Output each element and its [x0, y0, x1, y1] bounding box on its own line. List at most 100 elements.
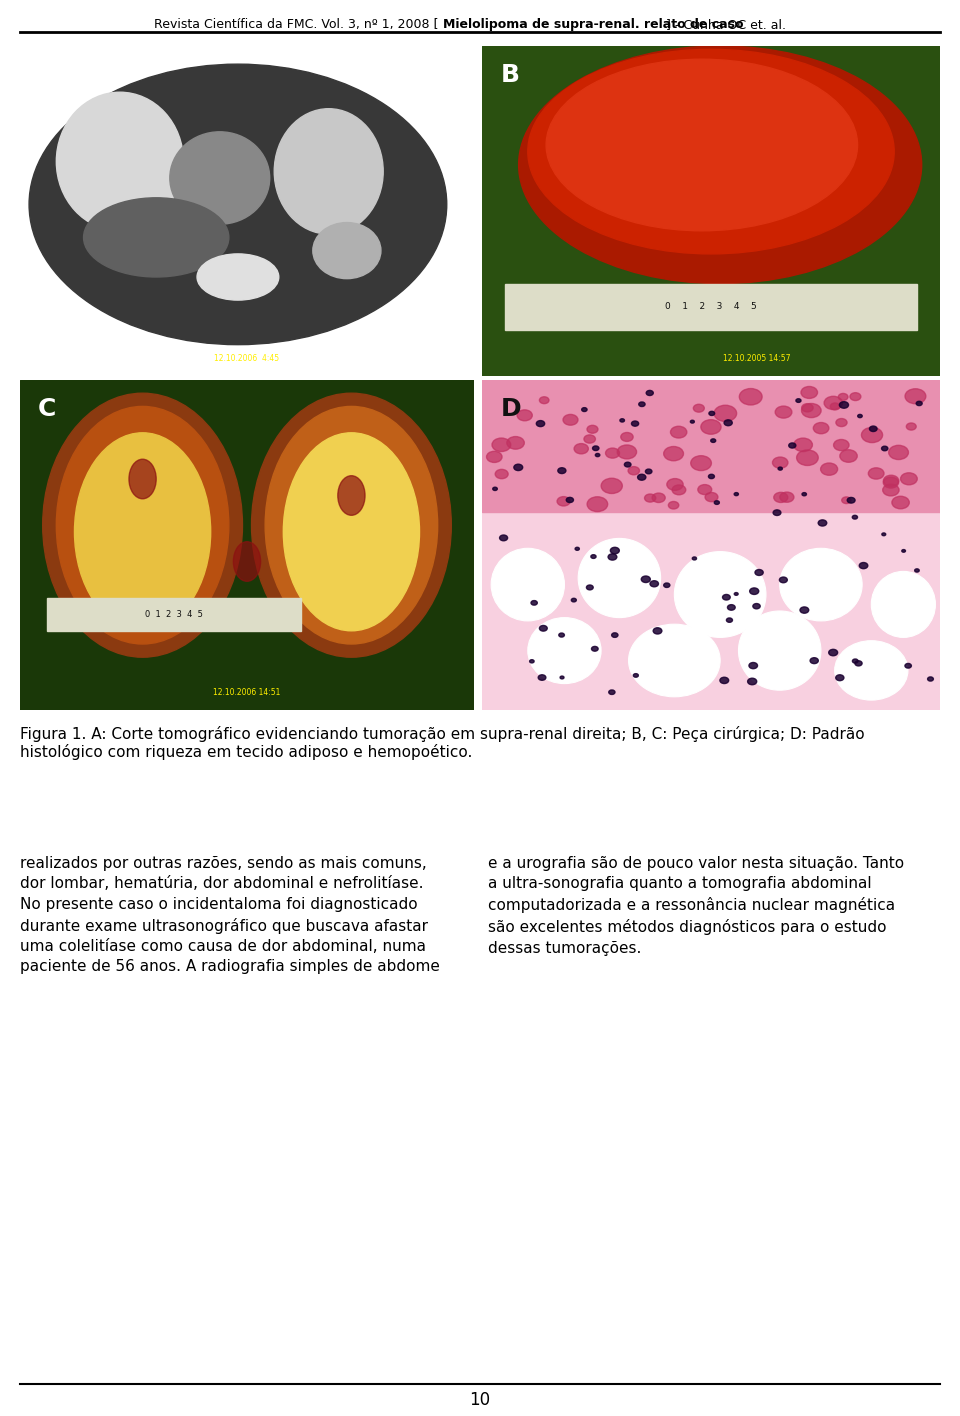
Circle shape	[714, 405, 736, 422]
Text: realizados por outras razões, sendo as mais comuns,
dor lombar, hematúria, dor a: realizados por outras razões, sendo as m…	[20, 857, 440, 974]
Ellipse shape	[57, 406, 228, 644]
Ellipse shape	[170, 132, 270, 224]
Circle shape	[652, 493, 665, 503]
Circle shape	[620, 419, 624, 422]
Circle shape	[668, 501, 679, 508]
Circle shape	[842, 497, 851, 504]
Circle shape	[824, 396, 843, 409]
Circle shape	[559, 633, 564, 637]
Bar	[505, 283, 917, 330]
Circle shape	[859, 562, 868, 569]
Circle shape	[566, 497, 573, 503]
Text: 0    1    2    3    4    5: 0 1 2 3 4 5	[665, 302, 756, 312]
Circle shape	[560, 675, 564, 678]
Circle shape	[575, 547, 579, 551]
Circle shape	[708, 411, 714, 415]
Ellipse shape	[528, 617, 601, 684]
Circle shape	[753, 603, 760, 609]
Ellipse shape	[252, 394, 451, 657]
Circle shape	[624, 462, 631, 467]
Ellipse shape	[283, 433, 420, 630]
Circle shape	[646, 391, 654, 395]
Circle shape	[900, 473, 917, 484]
Circle shape	[609, 690, 615, 694]
Circle shape	[653, 627, 661, 634]
Circle shape	[495, 469, 508, 479]
Circle shape	[634, 674, 638, 677]
Circle shape	[691, 456, 711, 470]
Ellipse shape	[492, 548, 564, 620]
Ellipse shape	[197, 253, 278, 300]
Circle shape	[492, 487, 497, 490]
Circle shape	[723, 595, 731, 600]
Circle shape	[905, 664, 911, 668]
Circle shape	[514, 464, 522, 470]
Circle shape	[728, 605, 735, 610]
Circle shape	[779, 467, 782, 470]
Circle shape	[530, 660, 534, 663]
Circle shape	[796, 399, 801, 402]
Circle shape	[797, 450, 818, 466]
Text: Mielolipoma de supra-renal. relato de caso: Mielolipoma de supra-renal. relato de ca…	[443, 18, 743, 31]
Ellipse shape	[738, 610, 821, 690]
Circle shape	[800, 607, 808, 613]
Circle shape	[889, 445, 908, 460]
Circle shape	[734, 592, 738, 595]
Circle shape	[724, 419, 732, 426]
Circle shape	[638, 402, 645, 406]
Circle shape	[632, 421, 638, 426]
Circle shape	[750, 588, 758, 595]
Circle shape	[667, 479, 684, 490]
Circle shape	[582, 408, 588, 412]
Circle shape	[810, 657, 818, 664]
Circle shape	[881, 446, 888, 450]
Ellipse shape	[546, 59, 857, 231]
Circle shape	[840, 450, 857, 462]
Text: 10: 10	[469, 1391, 491, 1409]
Text: 12.10.2005 14:57: 12.10.2005 14:57	[723, 354, 790, 362]
Circle shape	[591, 647, 598, 651]
Circle shape	[606, 447, 619, 459]
Circle shape	[672, 484, 685, 494]
Circle shape	[628, 467, 639, 474]
Ellipse shape	[233, 542, 260, 582]
Circle shape	[883, 476, 899, 486]
Circle shape	[517, 409, 532, 421]
Circle shape	[749, 663, 757, 668]
Circle shape	[670, 426, 686, 438]
Ellipse shape	[75, 433, 210, 630]
Circle shape	[701, 419, 721, 435]
Circle shape	[558, 467, 566, 473]
Circle shape	[621, 432, 634, 442]
Circle shape	[780, 578, 787, 583]
Circle shape	[641, 576, 650, 582]
Circle shape	[818, 520, 827, 527]
Circle shape	[850, 392, 861, 401]
Circle shape	[848, 497, 855, 503]
Ellipse shape	[518, 45, 922, 283]
Text: D: D	[500, 396, 521, 421]
Circle shape	[801, 387, 818, 398]
Text: 12.10.2006 14:51: 12.10.2006 14:51	[213, 688, 280, 697]
Circle shape	[833, 439, 849, 450]
Circle shape	[855, 661, 862, 666]
Circle shape	[739, 388, 762, 405]
Circle shape	[883, 477, 899, 489]
Circle shape	[714, 501, 719, 504]
Circle shape	[690, 421, 694, 423]
Circle shape	[773, 510, 780, 515]
Text: B: B	[500, 62, 519, 86]
Circle shape	[499, 535, 508, 541]
Ellipse shape	[57, 92, 183, 231]
Ellipse shape	[84, 198, 228, 278]
Circle shape	[813, 422, 828, 433]
Ellipse shape	[872, 572, 935, 637]
Circle shape	[802, 404, 821, 418]
Circle shape	[839, 402, 849, 408]
Circle shape	[601, 479, 622, 494]
Circle shape	[892, 496, 909, 508]
Bar	[47, 598, 301, 630]
Circle shape	[693, 404, 705, 412]
Text: e a urografia são de pouco valor nesta situação. Tanto
a ultra-sonografia quanto: e a urografia são de pouco valor nesta s…	[488, 857, 904, 956]
Circle shape	[870, 426, 877, 432]
